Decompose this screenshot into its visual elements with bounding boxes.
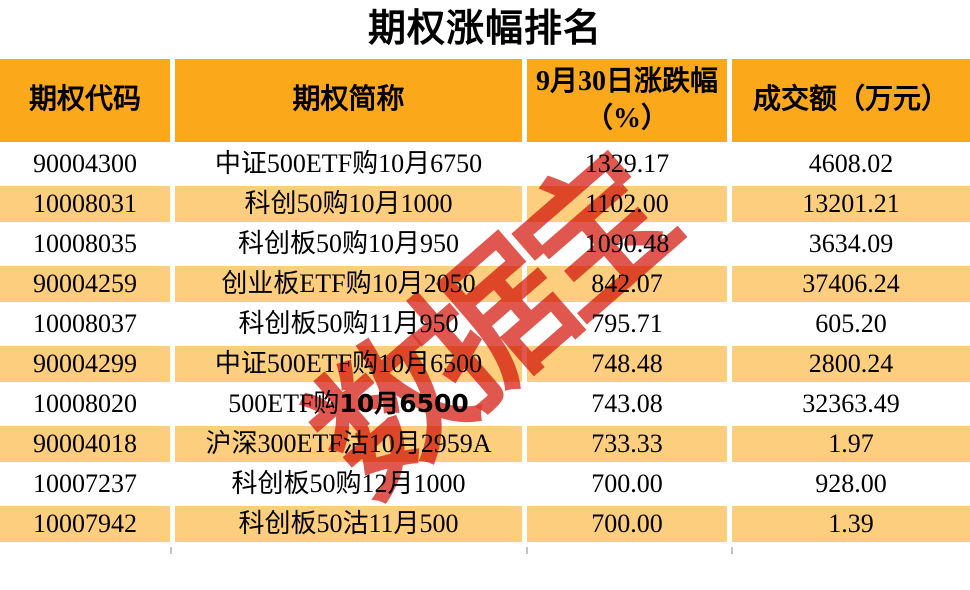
cell-change-pct: 1329.17 [527,146,727,182]
cell-change-pct: 700.00 [527,466,727,502]
cell-change-pct: 733.33 [527,426,727,462]
option-name-serif-part: 科创板50购11月950 [238,309,459,338]
table-header-row: 期权代码 期权简称 9月30日涨跌幅 （%） 成交额（万元） [0,59,970,142]
next-row-gridlines [0,546,970,554]
table-row: 90004300 中证500ETF购10月6750 1329.17 4608.02 [0,146,970,182]
column-header-change-line1: 9月30日涨跌幅 [535,65,718,97]
cell-option-name: 创业板ETF购10月2050 [175,266,522,302]
table-row: 10007942 科创板50沽11月500 700.00 1.39 [0,506,970,542]
options-ranking-page: 期权涨幅排名 期权代码 期权简称 9月30日涨跌幅 （%） 成交额（万元） 90… [0,8,970,554]
option-name-serif-part: 500ETF购 [228,389,340,418]
column-header-option-code: 期权代码 [0,59,170,142]
table-row: 10008020 500ETF购10月6500 743.08 32363.49 [0,386,970,422]
cell-change-pct: 795.71 [527,306,727,342]
option-name-serif-part: 科创板50购10月950 [237,229,459,258]
gridline-divider [526,547,528,554]
cell-change-pct: 700.00 [527,506,727,542]
option-name-serif-part: 科创板50沽11月500 [238,509,459,538]
table-body: 90004300 中证500ETF购10月6750 1329.17 4608.02 10… [0,146,970,542]
cell-turnover: 605.20 [732,306,970,342]
cell-option-name: 科创板50购10月950 [175,226,522,262]
table-row: 10008037 科创板50购11月950 795.71 605.20 [0,306,970,342]
column-header-option-name: 期权简称 [175,59,522,142]
cell-change-pct: 1090.48 [527,226,727,262]
table-row: 10008035 科创板50购10月950 1090.48 3634.09 [0,226,970,262]
table-row: 10008031 科创50购10月1000 1102.00 13201.21 [0,186,970,222]
cell-turnover: 4608.02 [732,146,970,182]
cell-turnover: 1.97 [732,426,970,462]
cell-change-pct: 1102.00 [527,186,727,222]
cell-turnover: 32363.49 [732,386,970,422]
table-row: 90004018 沪深300ETF沽10月2959A 733.33 1.97 [0,426,970,462]
cell-option-code: 10008037 [0,306,170,342]
cell-option-name: 科创板50购12月1000 [175,466,522,502]
column-header-change-pct: 9月30日涨跌幅 （%） [527,59,727,142]
table-row: 10007237 科创板50购12月1000 700.00 928.00 [0,466,970,502]
cell-option-code: 10008035 [0,226,170,262]
gridline-divider [731,547,733,554]
column-header-change-line2: （%） [584,102,669,134]
cell-option-name: 科创50购10月1000 [175,186,522,222]
cell-option-name: 科创板50购11月950 [175,306,522,342]
cell-option-name: 500ETF购10月6500 [175,386,522,422]
cell-turnover: 13201.21 [732,186,970,222]
cell-change-pct: 748.48 [527,346,727,382]
gridline-divider [170,547,172,554]
cell-option-name: 中证500ETF购10月6750 [175,146,522,182]
cell-option-code: 90004259 [0,266,170,302]
cell-option-code: 10007237 [0,466,170,502]
cell-option-name: 科创板50沽11月500 [175,506,522,542]
option-name-serif-part: 科创50购10月1000 [244,189,453,218]
page-title: 期权涨幅排名 [367,8,602,50]
table-row: 90004259 创业板ETF购10月2050 842.07 37406.24 [0,266,970,302]
cell-turnover: 3634.09 [732,226,970,262]
cell-change-pct: 743.08 [527,386,727,422]
cell-option-code: 10008020 [0,386,170,422]
cell-turnover: 2800.24 [732,346,970,382]
option-name-serif-part: 中证500ETF购10月6500 [214,349,483,378]
cell-option-code: 10008031 [0,186,170,222]
option-name-serif-part: 沪深300ETF沽10月2959A [205,429,492,458]
cell-option-code: 90004300 [0,146,170,182]
option-name-serif-part: 创业板ETF购10月2050 [221,269,476,298]
cell-option-code: 90004299 [0,346,170,382]
cell-option-code: 10007942 [0,506,170,542]
option-name-serif-part: 科创板50购12月1000 [231,469,466,498]
column-header-turnover: 成交额（万元） [732,59,970,142]
cell-option-code: 90004018 [0,426,170,462]
cell-change-pct: 842.07 [527,266,727,302]
cell-turnover: 928.00 [732,466,970,502]
cell-turnover: 1.39 [732,506,970,542]
option-name-sans-part: 10月6500 [339,389,469,418]
cell-turnover: 37406.24 [732,266,970,302]
cell-option-name: 沪深300ETF沽10月2959A [175,426,522,462]
option-name-serif-part: 中证500ETF购10月6750 [214,149,483,178]
cell-option-name: 中证500ETF购10月6500 [175,346,522,382]
table-row: 90004299 中证500ETF购10月6500 748.48 2800.24 [0,346,970,382]
